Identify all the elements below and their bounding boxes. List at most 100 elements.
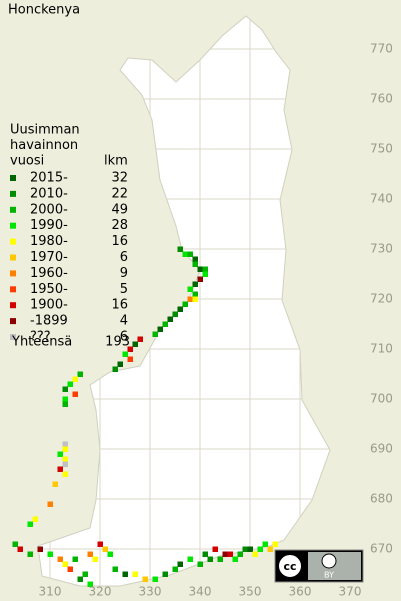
- observation-square: [132, 341, 138, 347]
- observation-square: [207, 556, 213, 562]
- observation-square: [212, 546, 218, 552]
- observation-square: [177, 246, 183, 252]
- observation-square: [62, 561, 68, 567]
- observation-square: [47, 551, 53, 557]
- observation-square: [132, 571, 138, 577]
- legend-count: 49: [111, 202, 128, 217]
- observation-square: [157, 326, 163, 332]
- observation-square: [87, 581, 93, 587]
- legend-count: 16: [111, 234, 128, 249]
- country-outline: [37, 15, 331, 587]
- y-tick-label: 750: [370, 142, 393, 156]
- legend-label: 2015-: [30, 171, 68, 186]
- legend-count: 32: [111, 171, 128, 186]
- observation-square: [152, 331, 158, 337]
- observation-square: [47, 501, 53, 507]
- observation-square: [192, 261, 198, 267]
- observation-square: [197, 276, 203, 282]
- observation-square: [112, 566, 118, 572]
- observation-square: [82, 571, 88, 577]
- observation-square: [107, 551, 113, 557]
- observation-square: [52, 481, 58, 487]
- x-tick-label: 340: [189, 585, 212, 599]
- legend-label: 1960-: [30, 266, 68, 281]
- observation-square: [192, 291, 198, 297]
- legend-label: -1899: [30, 314, 68, 329]
- legend-swatch: [10, 318, 16, 325]
- y-tick-label: 690: [370, 442, 393, 456]
- legend-count: 4: [120, 314, 128, 329]
- legend-swatch: [10, 190, 16, 197]
- observation-square: [272, 541, 278, 547]
- observation-square: [122, 351, 128, 357]
- observation-square: [232, 556, 238, 562]
- legend-count: 6: [120, 330, 128, 345]
- observation-square: [62, 446, 68, 452]
- observation-square: [62, 401, 68, 407]
- observation-square: [27, 521, 33, 527]
- legend-heading: vuosi: [10, 154, 44, 169]
- observation-square: [187, 556, 193, 562]
- observation-square: [177, 561, 183, 567]
- observation-square: [127, 356, 133, 362]
- legend-count: 16: [111, 298, 128, 313]
- observation-square: [242, 546, 248, 552]
- observation-square: [12, 541, 18, 547]
- observation-square: [187, 286, 193, 292]
- y-tick-label: 720: [370, 292, 393, 306]
- legend-count: 28: [111, 218, 128, 233]
- license-badge: cc BY: [274, 549, 364, 583]
- observation-square: [17, 546, 23, 552]
- by-text: BY: [324, 571, 334, 580]
- legend-count: 5: [120, 282, 128, 297]
- observation-square: [167, 316, 173, 322]
- observation-square: [117, 361, 123, 367]
- legend-swatch: [10, 206, 16, 213]
- observation-square: [77, 371, 83, 377]
- legend-label: 2000-: [30, 202, 68, 217]
- observation-square: [222, 551, 228, 557]
- observation-square: [197, 561, 203, 567]
- x-tick-label: 320: [89, 585, 112, 599]
- x-tick-label: 330: [139, 585, 162, 599]
- total-label: Yhteensä: [11, 335, 72, 350]
- observation-square: [182, 301, 188, 307]
- observation-square: [257, 546, 263, 552]
- legend-swatch: [10, 254, 16, 261]
- observation-square: [77, 576, 83, 582]
- x-tick-label: 310: [39, 585, 62, 599]
- observation-square: [62, 396, 68, 402]
- observation-square: [152, 576, 158, 582]
- legend-heading: havainnon: [10, 138, 78, 153]
- observation-square: [172, 566, 178, 572]
- observation-square: [192, 281, 198, 287]
- legend-swatch: [10, 175, 16, 181]
- observation-square: [67, 381, 73, 387]
- observation-square: [57, 556, 63, 562]
- y-tick-label: 700: [370, 392, 393, 406]
- observation-square: [197, 266, 203, 272]
- y-tick-label: 760: [370, 92, 393, 106]
- observation-square: [72, 376, 78, 382]
- observation-square: [62, 471, 68, 477]
- y-tick-label: 710: [370, 342, 393, 356]
- observation-square: [27, 551, 33, 557]
- y-tick-label: 730: [370, 242, 393, 256]
- observation-square: [172, 311, 178, 317]
- observation-square: [202, 266, 208, 272]
- observation-square: [142, 576, 148, 582]
- observation-square: [37, 546, 43, 552]
- legend-count: 6: [120, 250, 128, 265]
- observation-square: [102, 546, 108, 552]
- observation-square: [247, 546, 253, 552]
- legend-label: 1970-: [30, 250, 68, 265]
- observation-square: [62, 456, 68, 462]
- legend-heading: Uusimman: [10, 123, 80, 138]
- observation-square: [192, 256, 198, 262]
- title: Honckenya: [8, 3, 80, 18]
- observation-square: [67, 566, 73, 572]
- legend-swatch: [10, 286, 16, 293]
- observation-square: [72, 391, 78, 397]
- observation-square: [162, 571, 168, 577]
- legend-swatch: [10, 270, 16, 277]
